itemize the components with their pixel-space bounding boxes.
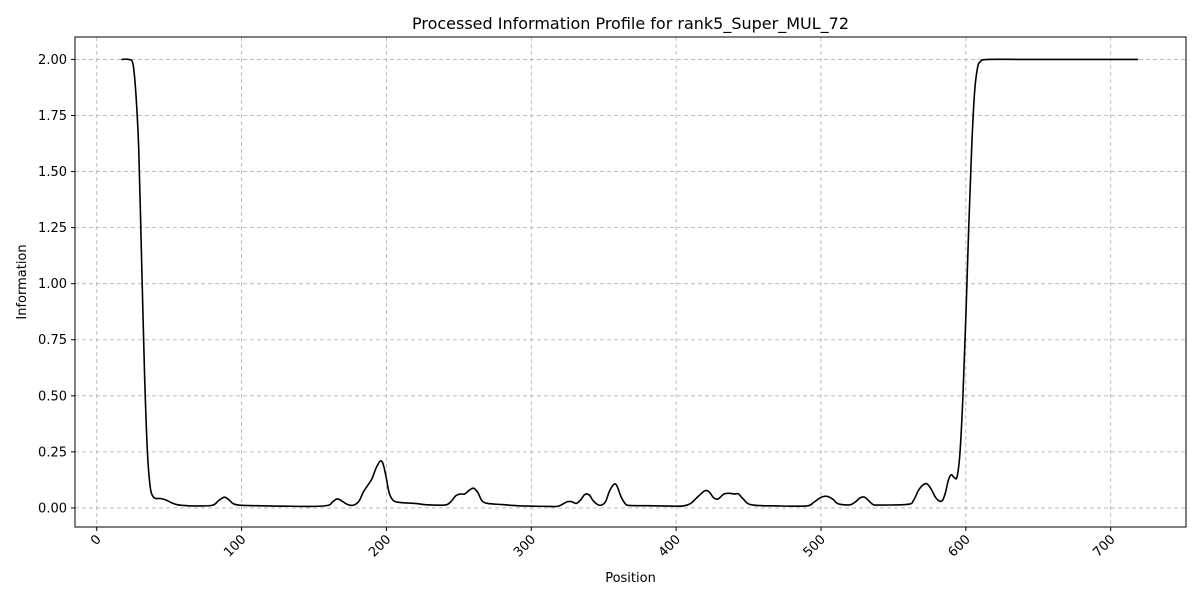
- y-tick-label: 0.25: [38, 445, 67, 460]
- information-line: [121, 58, 1139, 508]
- y-tick-label: 1.75: [38, 109, 67, 124]
- data-lines: [121, 58, 1139, 508]
- x-tick-label: 100: [221, 532, 249, 560]
- x-tick-label: 700: [1090, 532, 1118, 560]
- y-tick-label: 1.25: [38, 221, 67, 236]
- y-tick-label: 2.00: [38, 53, 67, 68]
- x-tick-label: 600: [945, 532, 973, 560]
- grid: [75, 37, 1186, 527]
- x-axis-label: Position: [605, 571, 656, 586]
- x-tick-label: 500: [801, 532, 829, 560]
- x-tick-label: 300: [511, 532, 539, 560]
- y-axis-label: Information: [15, 244, 30, 319]
- chart-title: Processed Information Profile for rank5_…: [412, 14, 849, 34]
- y-tick-label: 1.00: [38, 277, 67, 292]
- y-tick-label: 0.00: [38, 501, 67, 516]
- x-ticks: 0 100 200 300 400 500 600 700: [88, 527, 1119, 560]
- y-tick-label: 1.50: [38, 165, 67, 180]
- y-tick-label: 0.75: [38, 333, 67, 348]
- y-ticks: 0.00 0.25 0.50 0.75 1.00 1.25 1.50 1.75 2.00: [38, 53, 75, 516]
- x-tick-label: 400: [656, 532, 684, 560]
- plot-frame: [74, 36, 1187, 528]
- x-tick-label: 200: [366, 532, 394, 560]
- y-tick-label: 0.50: [38, 389, 67, 404]
- x-tick-label: 0: [88, 532, 104, 548]
